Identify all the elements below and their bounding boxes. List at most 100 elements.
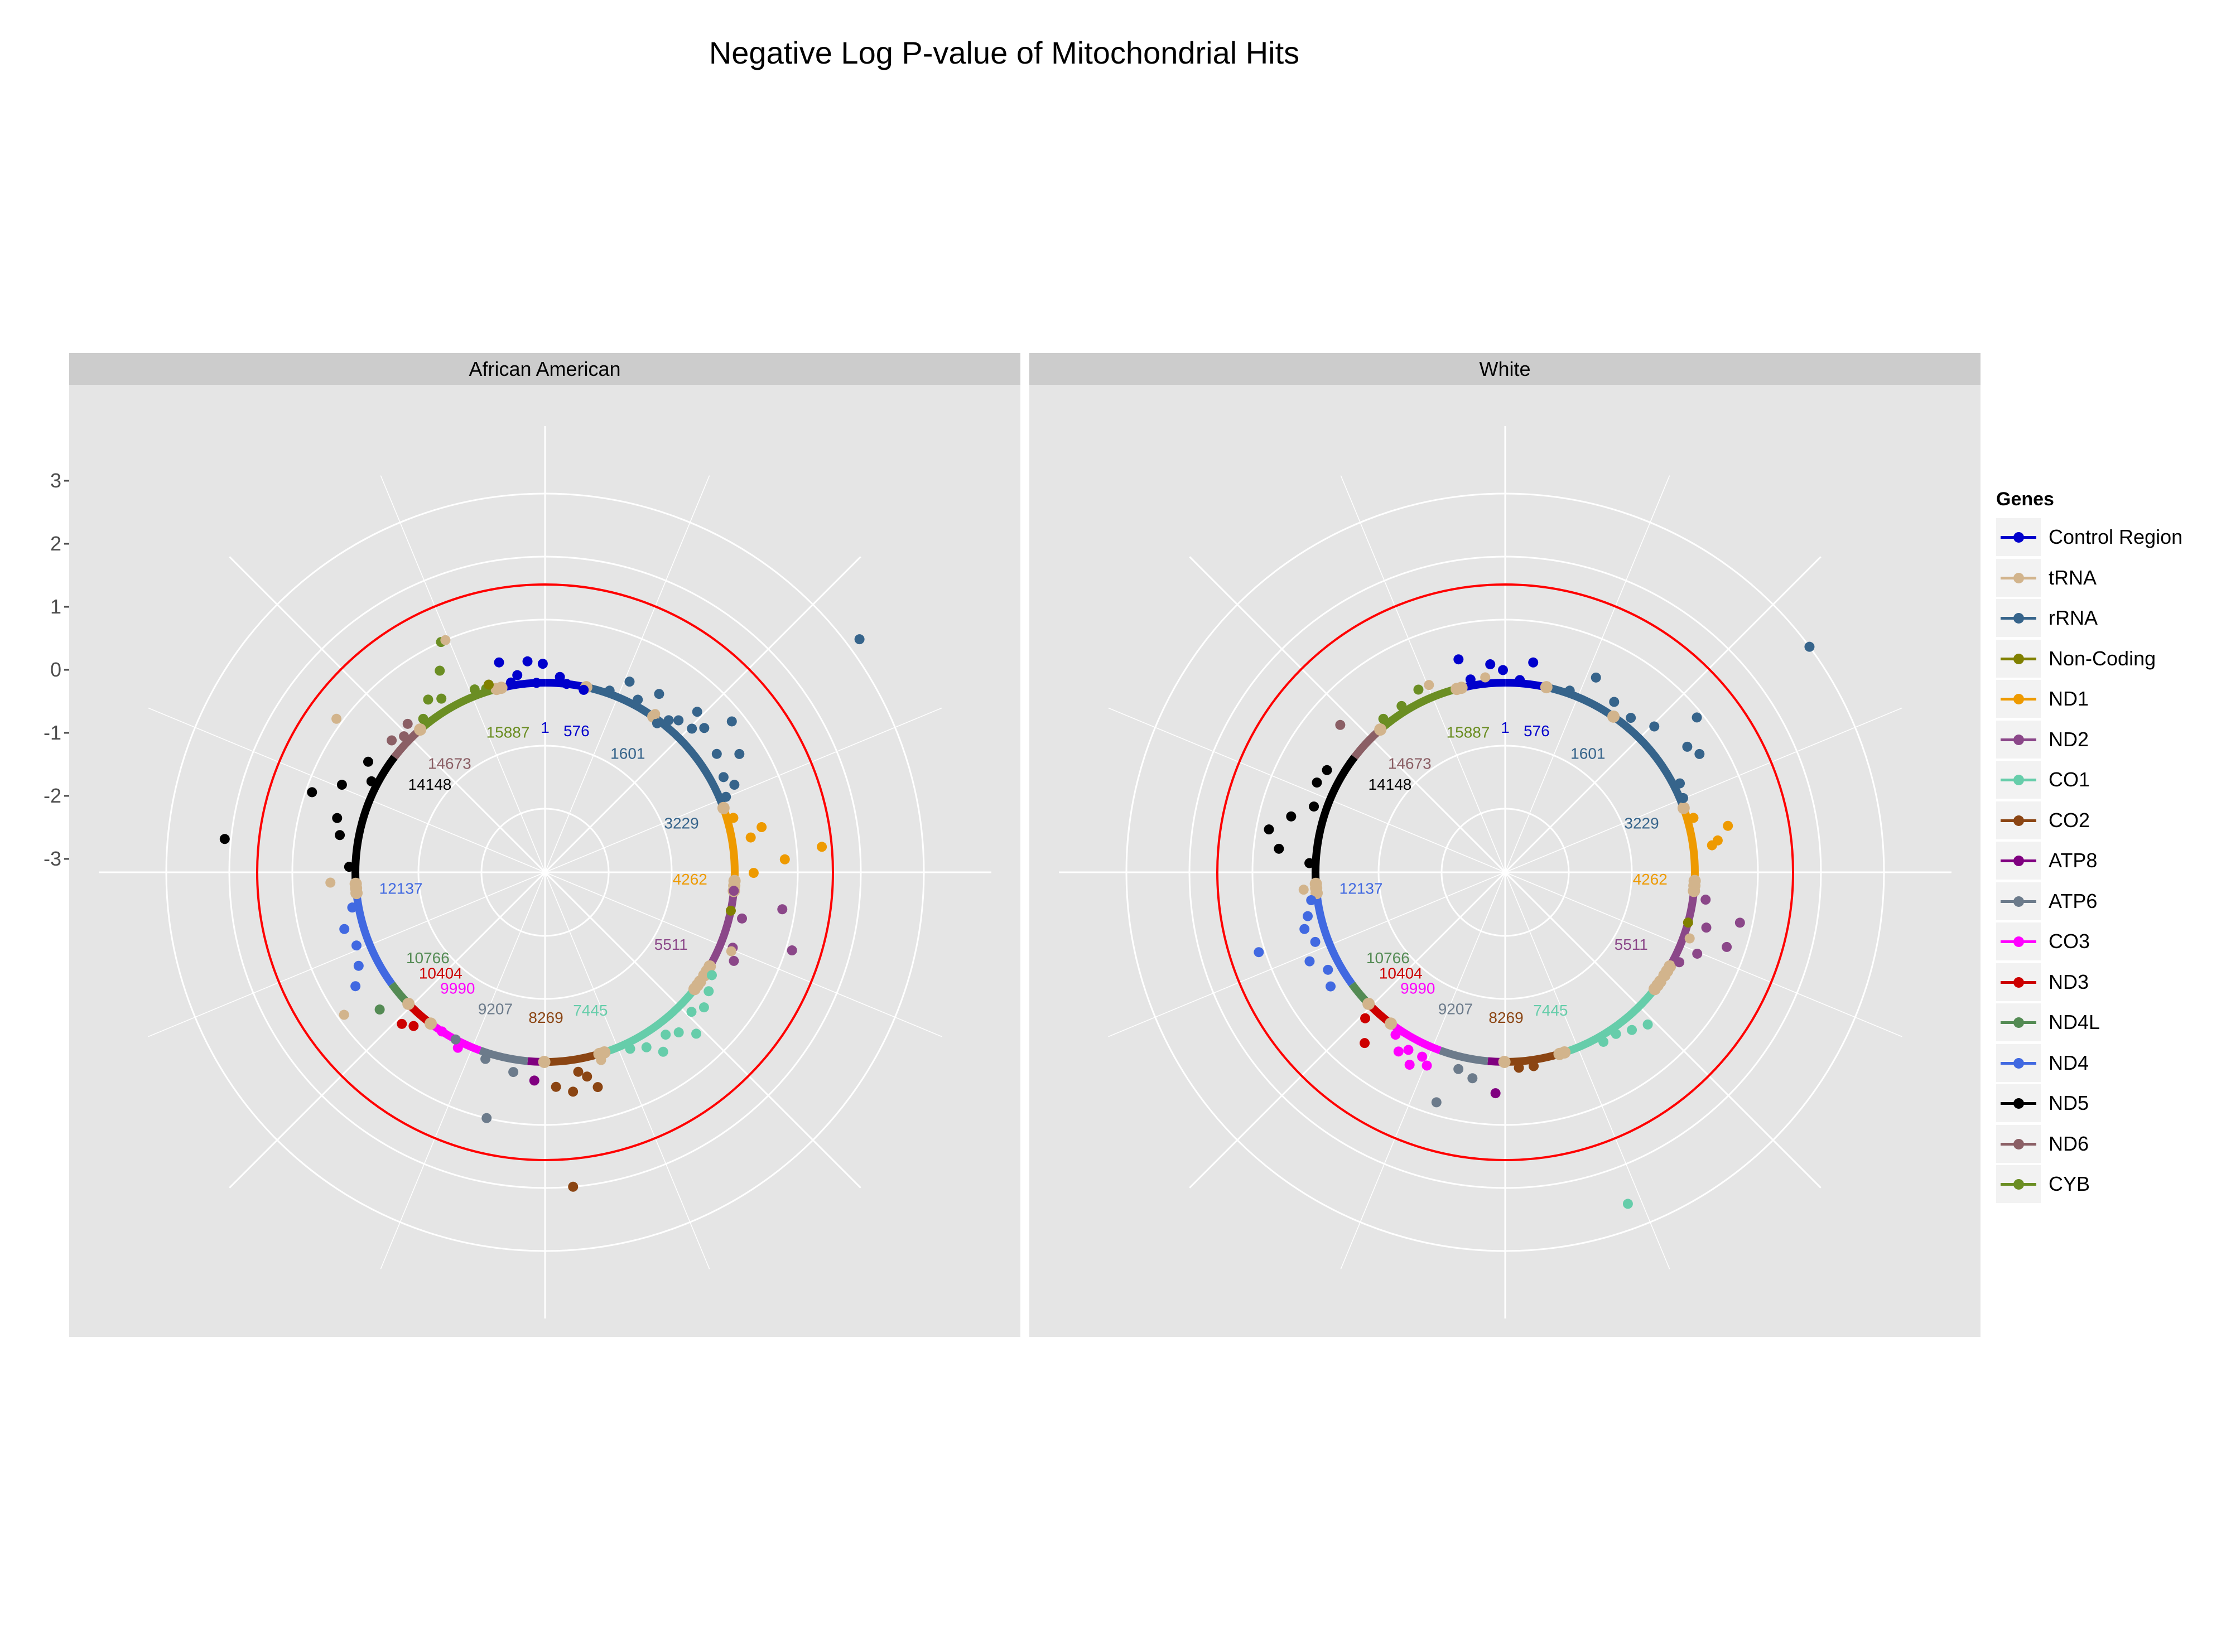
grid-circle [417, 745, 673, 1000]
legend: Genes Control Region tRNA rRNA Non-Coding ND… [1996, 489, 2219, 1205]
data-point [721, 791, 731, 802]
position-label: 10404 [1379, 964, 1423, 982]
trna-marker [538, 1055, 551, 1068]
trna-marker [1374, 723, 1387, 736]
position-label: 10766 [1366, 949, 1410, 967]
data-point [418, 713, 428, 724]
data-point [331, 713, 342, 724]
data-point [1692, 712, 1702, 723]
position-label: 9990 [440, 979, 475, 997]
position-label: 14148 [1369, 776, 1412, 793]
gene-segment [351, 755, 398, 894]
data-point [366, 776, 377, 786]
trna-marker [1688, 885, 1700, 897]
data-point [654, 689, 664, 699]
data-point [734, 748, 745, 759]
data-point [347, 902, 358, 913]
data-point [658, 1046, 668, 1057]
data-point [706, 970, 717, 980]
data-point [1682, 741, 1693, 752]
data-point [728, 813, 739, 823]
legend-item: CYB [1996, 1164, 2219, 1205]
data-point [344, 862, 354, 872]
grid-circle [1504, 871, 1507, 874]
data-point [604, 685, 615, 696]
data-point [729, 780, 740, 790]
data-point [787, 945, 797, 956]
data-point [505, 677, 516, 688]
data-point [469, 684, 480, 695]
gene-segment [585, 683, 727, 809]
radial-gridline [545, 707, 942, 873]
grid-circle [228, 556, 862, 1189]
data-point [687, 723, 697, 734]
legend-dot [2013, 532, 2024, 543]
trna-marker [1553, 1047, 1566, 1060]
data-point [1490, 1088, 1501, 1099]
data-point [531, 678, 542, 688]
data-point [698, 1002, 709, 1013]
data-point [1304, 956, 1315, 967]
polar-plot: 1 576 1601 3229 4262 5511 7445 8269 920799901040… [1059, 426, 1951, 1318]
data-point [480, 1054, 491, 1064]
legend-item: ND2 [1996, 719, 2219, 760]
position-label: 1601 [610, 745, 645, 762]
legend-dot [2013, 1017, 2024, 1028]
data-point [725, 905, 736, 916]
legend-key [1996, 680, 2041, 718]
data-point [1309, 801, 1319, 812]
data-point [854, 634, 865, 645]
data-point [1393, 1046, 1404, 1057]
legend-item: ND6 [1996, 1124, 2219, 1165]
data-point [1611, 1028, 1621, 1039]
data-point [1322, 765, 1332, 775]
data-point [1609, 697, 1620, 707]
data-point [568, 1086, 579, 1097]
trna-marker [1385, 1017, 1398, 1030]
data-point [561, 679, 572, 689]
data-point [673, 715, 684, 726]
position-label: 1 [1501, 719, 1510, 736]
legend-key [1996, 599, 2041, 637]
data-point [1298, 885, 1309, 895]
data-point [779, 854, 790, 864]
threshold-circle [256, 583, 834, 1161]
data-point [374, 1004, 385, 1015]
legend-key [1996, 518, 2041, 557]
data-point [339, 1009, 349, 1020]
legend-dot [2013, 572, 2024, 583]
legend-key [1996, 1003, 2041, 1042]
position-label: 12137 [379, 880, 423, 897]
y-tick-label: -2 [43, 784, 61, 807]
position-label: 1 [541, 719, 550, 736]
data-point [1598, 1036, 1609, 1047]
position-label: 5511 [1615, 936, 1648, 953]
radial-gridline [229, 556, 546, 873]
grid-circle [1125, 492, 1885, 1252]
legend-items: Control Region tRNA rRNA Non-Coding ND1 ND2 CO… [1996, 517, 2219, 1205]
data-point [307, 787, 317, 798]
grid-circle [1377, 745, 1633, 1000]
data-point [1675, 778, 1685, 789]
legend-item: ND5 [1996, 1083, 2219, 1124]
position-label: 15887 [1447, 724, 1490, 741]
gene-segment [1563, 964, 1674, 1056]
legend-item: ATP8 [1996, 841, 2219, 881]
position-label: 4262 [673, 871, 707, 888]
data-point [1622, 1199, 1633, 1209]
legend-dot [2013, 1138, 2024, 1149]
position-label: 1601 [1570, 745, 1605, 762]
position-label: 5511 [654, 936, 688, 953]
legend-key [1996, 1044, 2041, 1082]
y-tick-mark [64, 669, 70, 671]
radial-gridline [1505, 872, 1670, 1269]
trna-marker [402, 997, 415, 1010]
radial-gridline [148, 707, 546, 873]
position-label: 576 [563, 722, 590, 740]
position-label: 14673 [1388, 755, 1432, 772]
gene-segment [1680, 806, 1699, 881]
radial-gridline [148, 872, 546, 1037]
data-point [1390, 1030, 1401, 1040]
position-label: 12137 [1339, 880, 1383, 897]
data-point [387, 735, 397, 746]
